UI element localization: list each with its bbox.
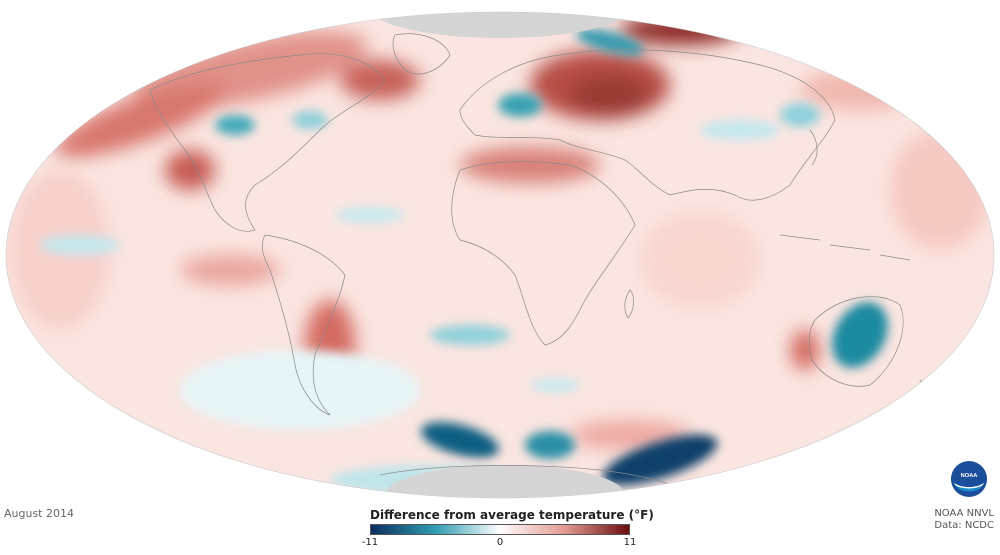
legend-ticks: -11 0 11 [362, 535, 637, 549]
legend-mid-label: 0 [496, 537, 504, 548]
legend: Difference from average temperature (°F)… [362, 508, 654, 549]
cool-anomalies [40, 28, 888, 495]
legend-title: Difference from average temperature (°F) [370, 508, 654, 522]
credits: NOAA NNVL Data: NCDC [934, 508, 994, 532]
credit-line-2: Data: NCDC [934, 520, 994, 531]
logo-text: NOAA [961, 473, 978, 479]
legend-min-label: -11 [361, 537, 379, 548]
date-label: August 2014 [4, 507, 74, 520]
legend-colorbar [370, 524, 630, 535]
anomaly-field [6, 12, 994, 498]
world-temperature-map [5, 11, 995, 499]
antarctic-no-data [385, 465, 625, 498]
coastlines [149, 33, 931, 489]
noaa-logo: NOAA [950, 460, 988, 498]
credit-line-1: NOAA NNVL [934, 508, 994, 519]
legend-max-label: 11 [623, 537, 637, 548]
arctic-no-data [370, 12, 630, 38]
